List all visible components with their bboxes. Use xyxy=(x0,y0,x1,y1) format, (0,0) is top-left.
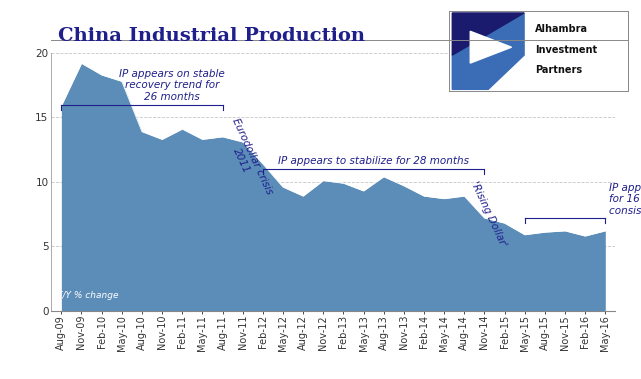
Text: IP appears on stable
recovery trend for
26 months: IP appears on stable recovery trend for … xyxy=(119,69,225,102)
Text: Alhambra: Alhambra xyxy=(535,24,588,34)
Text: Partners: Partners xyxy=(535,65,582,75)
Text: 'Rising Dollar': 'Rising Dollar' xyxy=(469,180,508,249)
Text: IP appears to stabilize
for 16 months at rates
consistent with GR: IP appears to stabilize for 16 months at… xyxy=(610,183,641,216)
Text: China Industrial Production: China Industrial Production xyxy=(58,27,365,44)
Text: Investment: Investment xyxy=(535,45,597,55)
Text: Y/Y % change: Y/Y % change xyxy=(57,291,119,301)
Polygon shape xyxy=(453,13,524,55)
Text: Eurodollar crisis
2011: Eurodollar crisis 2011 xyxy=(219,117,274,201)
Polygon shape xyxy=(470,31,512,63)
Text: IP appears to stabilize for 28 months: IP appears to stabilize for 28 months xyxy=(278,157,469,166)
Polygon shape xyxy=(453,13,524,89)
